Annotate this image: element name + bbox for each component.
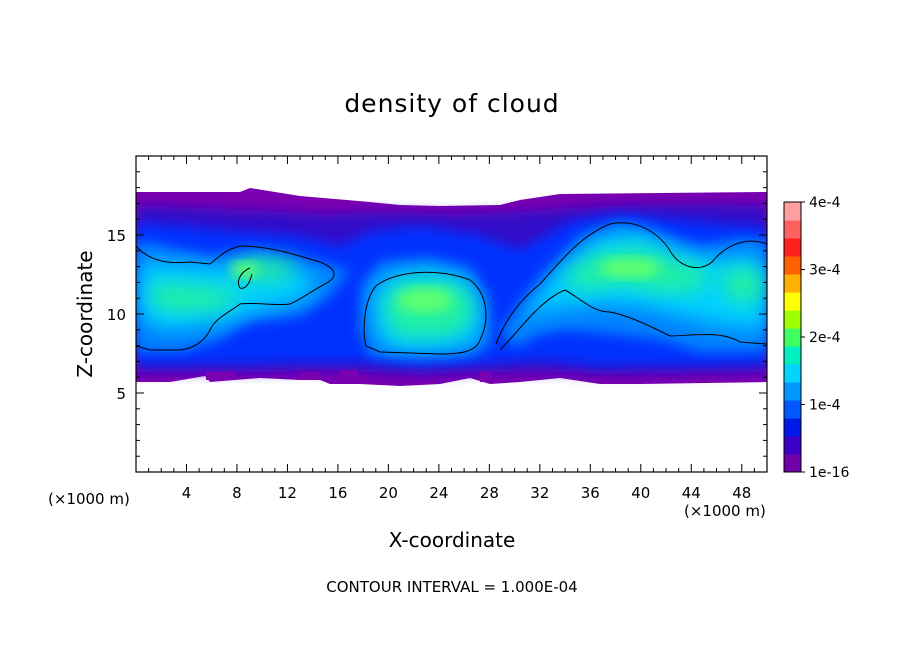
- colorbar-segment: [784, 328, 801, 347]
- colorbar-segment: [784, 436, 801, 455]
- y-tick-label: 15: [107, 227, 126, 245]
- x-tick-label: 48: [732, 484, 751, 502]
- core-1: [397, 288, 453, 312]
- colorbar: 1e-16 1e-4 2e-4 3e-4 4e-4: [783, 195, 849, 481]
- x-tick-label: 4: [182, 484, 192, 502]
- x-unit-left: (×1000 m): [48, 490, 130, 508]
- lower-edge-fragments: [206, 370, 492, 382]
- x-tick-label: 32: [530, 484, 549, 502]
- colorbar-tick-label: 2e-4: [809, 330, 841, 346]
- colorbar-segment: [784, 364, 801, 383]
- x-tick-label: 16: [328, 484, 347, 502]
- core-2: [600, 258, 660, 278]
- colorbar-segment: [784, 382, 801, 401]
- x-axis-label: X-coordinate: [389, 528, 516, 552]
- colorbar-segment: [784, 454, 801, 473]
- colorbar-segment: [784, 400, 801, 419]
- colorbar-segment: [784, 220, 801, 239]
- colorbar-segment: [784, 418, 801, 437]
- colorbar-tick-label: 3e-4: [809, 263, 841, 279]
- chart-title: density of cloud: [344, 89, 559, 118]
- contour-interval-note: CONTOUR INTERVAL = 1.000E-04: [326, 578, 577, 596]
- colorbar-segment: [784, 256, 801, 275]
- x-tick-label: 40: [631, 484, 650, 502]
- x-tick-label: 20: [379, 484, 398, 502]
- y-axis-label: Z-coordinate: [73, 250, 97, 377]
- core-3: [231, 262, 259, 278]
- contour-lines: [136, 222, 767, 355]
- x-unit-right: (×1000 m): [684, 502, 766, 520]
- colorbar-segment: [784, 346, 801, 365]
- x-tick-label: 8: [232, 484, 242, 502]
- colorbar-tick-label: 1e-4: [809, 398, 841, 414]
- y-axis: 5 10 15: [107, 155, 767, 473]
- colorbar-segment: [784, 310, 801, 329]
- x-axis: 4 8 12 16 20 24 28 32 36 40 44 48: [135, 156, 768, 502]
- colorbar-tick-label: 4e-4: [809, 195, 841, 211]
- x-tick-label: 24: [429, 484, 448, 502]
- cloud-density-field: [136, 188, 767, 386]
- colorbar-segment: [784, 238, 801, 257]
- y-tick-label: 5: [116, 385, 126, 403]
- colorbar-tick-label: 1e-16: [809, 465, 849, 481]
- x-tick-label: 36: [581, 484, 600, 502]
- colorbar-segment: [784, 202, 801, 221]
- y-tick-label: 10: [107, 306, 126, 324]
- x-tick-label: 44: [682, 484, 701, 502]
- colorbar-segment: [784, 274, 801, 293]
- x-tick-label: 12: [278, 484, 297, 502]
- x-tick-label: 28: [480, 484, 499, 502]
- colorbar-segment: [784, 292, 801, 311]
